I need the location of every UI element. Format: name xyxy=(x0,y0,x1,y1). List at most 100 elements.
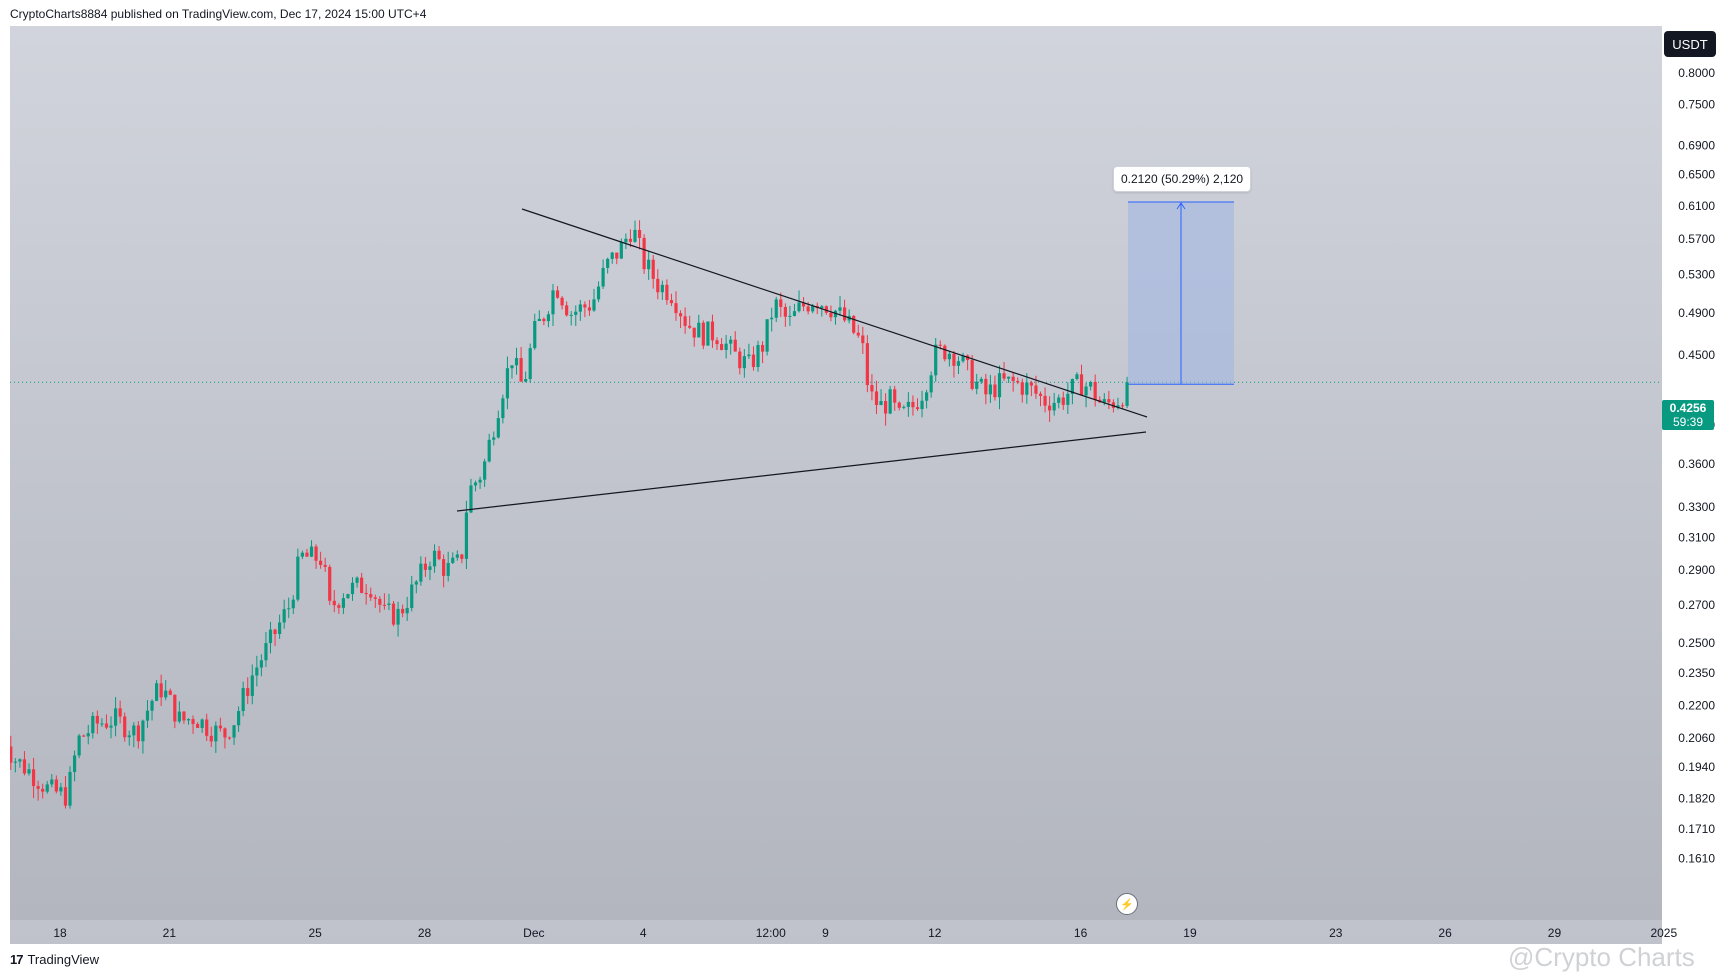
candle[interactable] xyxy=(993,375,997,401)
candle[interactable] xyxy=(756,340,760,372)
candle[interactable] xyxy=(1120,402,1125,410)
candle[interactable] xyxy=(1043,387,1047,413)
candle[interactable] xyxy=(373,594,377,608)
candle[interactable] xyxy=(747,343,751,359)
candle[interactable] xyxy=(22,751,27,776)
candle[interactable] xyxy=(943,344,947,362)
candle[interactable] xyxy=(637,220,642,250)
candle[interactable] xyxy=(396,601,400,637)
candle[interactable] xyxy=(259,654,263,677)
candle[interactable] xyxy=(801,297,806,312)
candle[interactable] xyxy=(838,295,842,316)
candle[interactable] xyxy=(91,711,95,739)
candle[interactable] xyxy=(332,589,336,613)
candle[interactable] xyxy=(473,480,478,492)
candle[interactable] xyxy=(255,655,259,687)
candle[interactable] xyxy=(250,664,254,705)
candle[interactable] xyxy=(697,314,701,338)
candle[interactable] xyxy=(223,727,227,749)
candle[interactable] xyxy=(770,307,774,332)
candle[interactable] xyxy=(487,433,491,463)
candle[interactable] xyxy=(469,478,473,514)
candle[interactable] xyxy=(186,718,191,725)
candle[interactable] xyxy=(341,593,345,615)
candle[interactable] xyxy=(364,584,368,605)
candle[interactable] xyxy=(820,304,824,317)
candle[interactable] xyxy=(565,301,569,317)
candle[interactable] xyxy=(492,431,496,446)
candle[interactable] xyxy=(1070,378,1074,405)
candle[interactable] xyxy=(674,291,678,321)
candle[interactable] xyxy=(861,326,865,354)
candle[interactable] xyxy=(423,556,428,577)
candle[interactable] xyxy=(701,320,705,350)
candle[interactable] xyxy=(528,343,532,383)
candle[interactable] xyxy=(177,701,181,724)
candle[interactable] xyxy=(883,393,888,426)
candle[interactable] xyxy=(1061,391,1065,410)
candle[interactable] xyxy=(628,229,633,248)
candle[interactable] xyxy=(656,269,660,300)
candle[interactable] xyxy=(856,324,860,338)
candle[interactable] xyxy=(118,700,122,724)
candle[interactable] xyxy=(355,576,359,588)
candle[interactable] xyxy=(742,349,746,378)
candle[interactable] xyxy=(41,783,45,799)
candle[interactable] xyxy=(401,604,405,618)
candle[interactable] xyxy=(774,296,778,322)
candle[interactable] xyxy=(719,338,724,351)
candle[interactable] xyxy=(587,299,592,316)
candle[interactable] xyxy=(77,733,81,759)
candle[interactable] xyxy=(514,347,519,375)
candle[interactable] xyxy=(583,301,587,318)
candle[interactable] xyxy=(569,311,573,326)
candle[interactable] xyxy=(929,371,933,398)
candle[interactable] xyxy=(241,681,245,717)
candle[interactable] xyxy=(382,593,386,610)
candle[interactable] xyxy=(150,699,154,721)
candle[interactable] xyxy=(792,303,797,317)
candle[interactable] xyxy=(127,730,131,746)
candle[interactable] xyxy=(296,548,300,602)
candle[interactable] xyxy=(606,257,610,274)
candle[interactable] xyxy=(410,575,414,612)
currency-selector-button[interactable]: USDT xyxy=(1664,31,1716,57)
candle[interactable] xyxy=(314,544,318,569)
candle[interactable] xyxy=(729,335,733,355)
candle[interactable] xyxy=(537,310,541,322)
candle[interactable] xyxy=(123,712,127,742)
candlestick-series[interactable] xyxy=(10,220,1129,809)
candle[interactable] xyxy=(50,774,54,788)
candle[interactable] xyxy=(360,572,364,594)
candle[interactable] xyxy=(104,714,109,730)
candle[interactable] xyxy=(1025,373,1029,404)
candle[interactable] xyxy=(159,674,163,707)
candle[interactable] xyxy=(442,554,446,588)
candle[interactable] xyxy=(988,374,992,403)
candle[interactable] xyxy=(109,716,113,739)
candle[interactable] xyxy=(273,628,277,647)
candle[interactable] xyxy=(610,251,614,264)
candle[interactable] xyxy=(738,347,742,375)
candle[interactable] xyxy=(911,395,915,416)
candle[interactable] xyxy=(660,280,664,301)
candle[interactable] xyxy=(305,548,309,557)
candle[interactable] xyxy=(268,621,273,654)
candle[interactable] xyxy=(95,710,99,734)
candle[interactable] xyxy=(391,600,396,627)
candle[interactable] xyxy=(952,351,956,378)
candle[interactable] xyxy=(460,553,464,564)
candle[interactable] xyxy=(100,718,104,727)
candle[interactable] xyxy=(501,394,505,424)
candle[interactable] xyxy=(874,380,879,415)
candle[interactable] xyxy=(533,313,537,350)
candle[interactable] xyxy=(925,389,929,409)
price-axis[interactable]: 0.8000 0.7500 0.6900 0.6500 0.6100 0.5700 0.53… xyxy=(1678,66,1715,866)
triangle-trendlines[interactable] xyxy=(456,208,1148,512)
candle[interactable] xyxy=(833,309,838,325)
candle[interactable] xyxy=(765,319,769,356)
candle[interactable] xyxy=(10,735,13,770)
measure-tool[interactable] xyxy=(1128,201,1234,385)
candle[interactable] xyxy=(432,544,437,573)
candle[interactable] xyxy=(1011,372,1015,392)
